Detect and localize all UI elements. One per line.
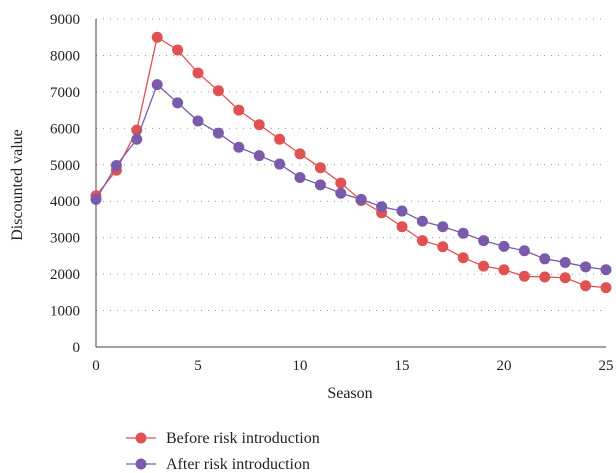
legend-label: Before risk introduction bbox=[166, 430, 320, 447]
series-line bbox=[95, 83, 607, 271]
series-1 bbox=[90, 31, 612, 294]
y-tick-label: 1000 bbox=[50, 304, 80, 320]
y-tick-label: 5000 bbox=[50, 158, 80, 174]
x-tick-label: 5 bbox=[194, 358, 202, 374]
legend-marker bbox=[135, 432, 147, 444]
data-point bbox=[151, 31, 163, 43]
data-point bbox=[233, 104, 245, 116]
data-point bbox=[131, 133, 143, 145]
axes bbox=[95, 19, 606, 348]
data-point bbox=[559, 272, 571, 284]
data-point bbox=[539, 271, 551, 283]
data-point bbox=[314, 162, 326, 174]
data-point bbox=[457, 227, 469, 239]
data-point bbox=[437, 221, 449, 233]
data-point bbox=[172, 44, 184, 56]
data-point bbox=[294, 148, 306, 160]
x-axis-title: Season bbox=[327, 385, 372, 402]
data-point bbox=[314, 179, 326, 191]
data-point bbox=[416, 235, 428, 247]
data-point bbox=[396, 221, 408, 233]
data-point bbox=[90, 193, 102, 205]
data-point bbox=[437, 241, 449, 253]
x-tick-label: 20 bbox=[497, 358, 512, 374]
legend-item-2: After risk introduction bbox=[126, 456, 310, 473]
data-point bbox=[478, 235, 490, 247]
series-2 bbox=[90, 79, 612, 276]
data-point bbox=[335, 177, 347, 189]
data-point bbox=[233, 141, 245, 153]
y-tick-label: 9000 bbox=[50, 12, 80, 28]
y-tick-label: 4000 bbox=[50, 194, 80, 210]
data-point bbox=[396, 205, 408, 217]
data-point bbox=[580, 261, 592, 273]
data-point bbox=[355, 193, 367, 205]
data-point bbox=[212, 127, 224, 139]
data-point bbox=[192, 115, 204, 127]
data-point bbox=[192, 67, 204, 79]
data-point bbox=[498, 264, 510, 276]
y-tick-label: 2000 bbox=[50, 267, 80, 283]
y-tick-label: 3000 bbox=[50, 231, 80, 247]
data-point bbox=[253, 150, 265, 162]
legend-marker bbox=[135, 458, 147, 470]
y-tick-label: 6000 bbox=[50, 121, 80, 137]
data-point bbox=[274, 133, 286, 145]
x-tick-label: 10 bbox=[293, 358, 308, 374]
data-point bbox=[110, 160, 122, 172]
y-tick-label: 0 bbox=[73, 340, 81, 356]
data-point bbox=[600, 264, 612, 276]
data-point bbox=[294, 172, 306, 184]
data-point bbox=[274, 158, 286, 170]
x-tick-labels: 0 5 10 15 20 25 bbox=[92, 358, 613, 374]
data-point bbox=[478, 260, 490, 272]
y-tick-label: 7000 bbox=[50, 85, 80, 101]
legend: Before risk introduction After risk intro… bbox=[126, 430, 320, 473]
data-point bbox=[600, 282, 612, 294]
x-tick-label: 25 bbox=[599, 358, 614, 374]
data-point bbox=[151, 79, 163, 91]
data-point bbox=[253, 119, 265, 131]
data-point bbox=[580, 280, 592, 292]
legend-item-1: Before risk introduction bbox=[126, 430, 320, 447]
data-point bbox=[416, 215, 428, 227]
y-tick-label: 8000 bbox=[50, 48, 80, 64]
legend-label: After risk introduction bbox=[166, 456, 310, 473]
data-point bbox=[518, 245, 530, 257]
data-point bbox=[172, 97, 184, 109]
gridlines bbox=[96, 18, 606, 312]
series-group bbox=[90, 31, 612, 294]
x-tick-label: 0 bbox=[92, 358, 100, 374]
data-point bbox=[518, 270, 530, 282]
data-point bbox=[376, 201, 388, 213]
data-point bbox=[212, 85, 224, 97]
data-point bbox=[498, 240, 510, 252]
data-point bbox=[335, 187, 347, 199]
y-axis-title: Discounted value bbox=[9, 129, 26, 241]
data-point bbox=[539, 253, 551, 265]
data-point bbox=[559, 256, 571, 268]
y-tick-labels: 0 1000 2000 3000 4000 5000 6000 7000 8000 9000 bbox=[50, 12, 80, 356]
data-point bbox=[457, 252, 469, 264]
x-tick-label: 15 bbox=[395, 358, 410, 374]
